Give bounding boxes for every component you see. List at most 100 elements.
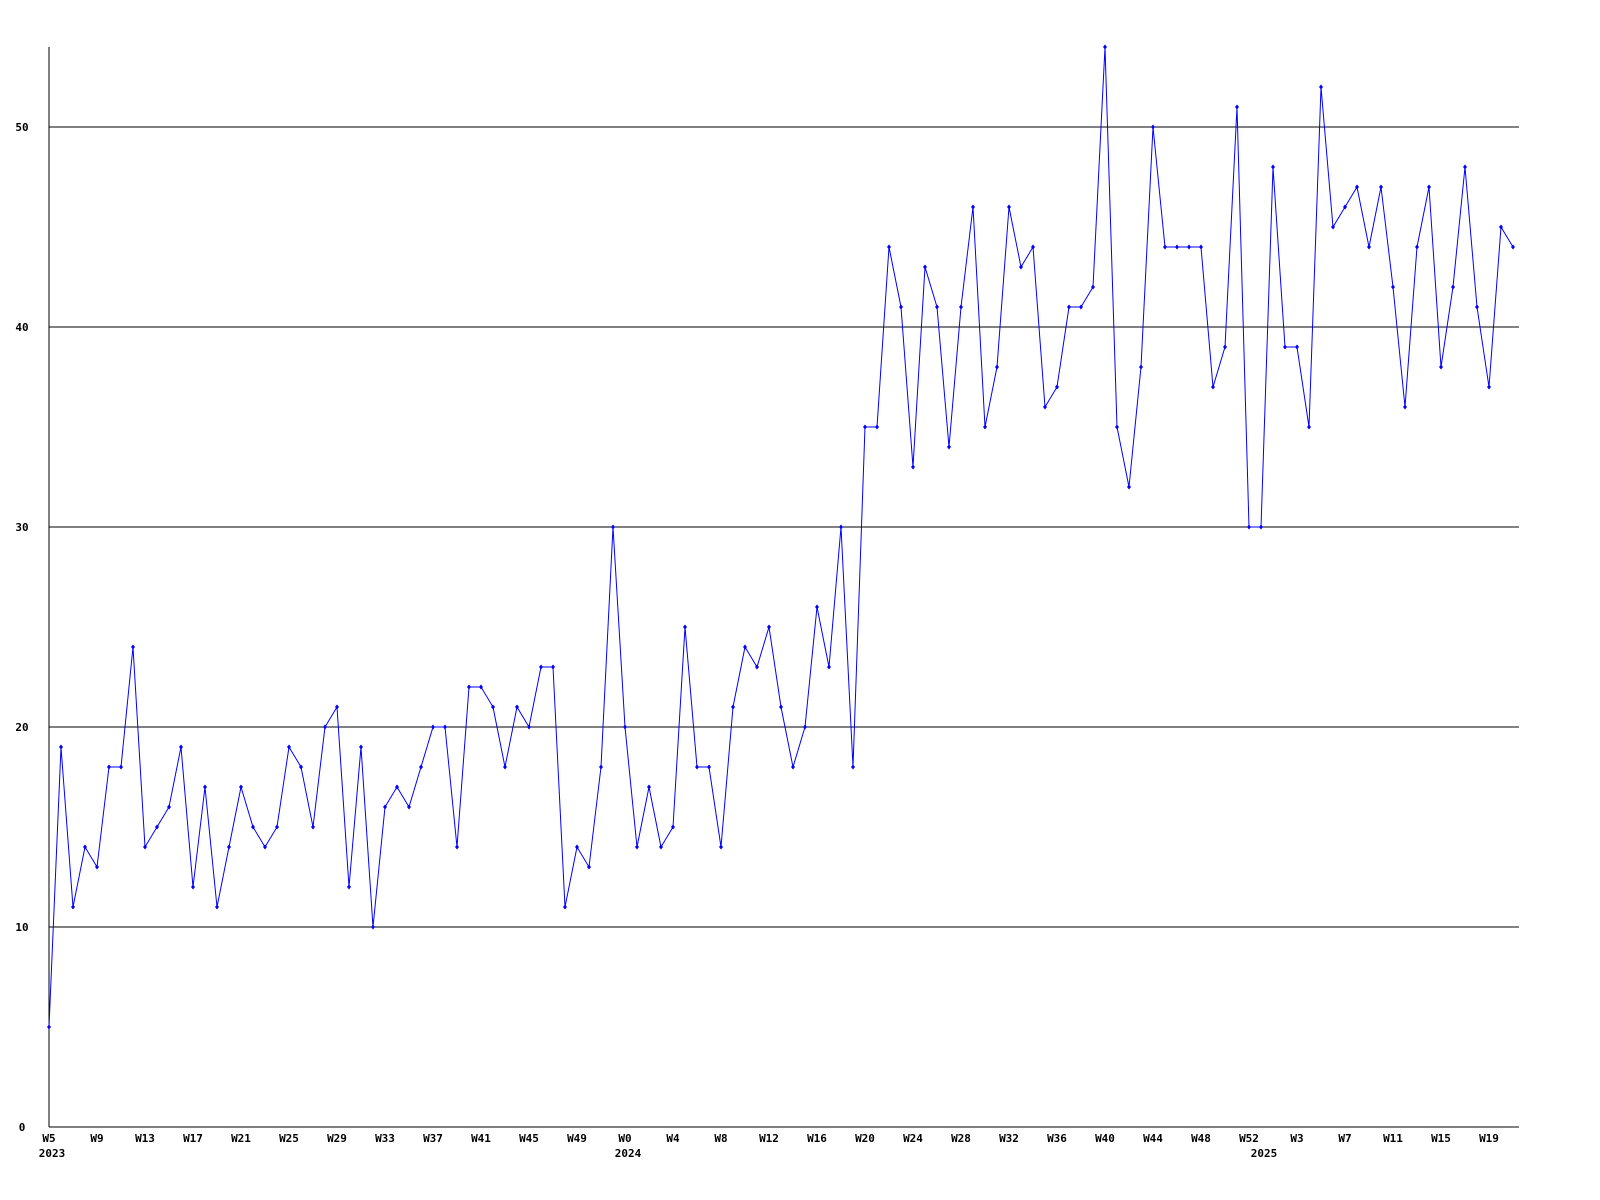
- data-point: [947, 444, 951, 450]
- x-tick-label: W25: [279, 1132, 299, 1145]
- data-point: [911, 464, 915, 470]
- data-point: [431, 724, 435, 730]
- data-point: [875, 424, 879, 430]
- data-point: [671, 824, 675, 830]
- data-point: [623, 724, 627, 730]
- data-point: [899, 304, 903, 310]
- data-point: [179, 744, 183, 750]
- data-point: [1391, 284, 1395, 290]
- x-tick-label: W0: [618, 1132, 631, 1145]
- data-point: [1223, 344, 1227, 350]
- data-point: [407, 804, 411, 810]
- data-point: [263, 844, 267, 850]
- data-point: [419, 764, 423, 770]
- data-point: [1091, 284, 1095, 290]
- data-point: [959, 304, 963, 310]
- x-tick-label: W33: [375, 1132, 395, 1145]
- x-tick-label: W32: [999, 1132, 1019, 1145]
- data-point: [1211, 384, 1215, 390]
- data-point: [707, 764, 711, 770]
- data-point: [491, 704, 495, 710]
- x-tick-label: W52: [1239, 1132, 1259, 1145]
- y-tick-label: 40: [15, 321, 28, 334]
- data-point: [815, 604, 819, 610]
- data-point: [1115, 424, 1119, 430]
- data-point: [719, 844, 723, 850]
- x-tick-label: W44: [1143, 1132, 1163, 1145]
- y-tick-label: 50: [15, 121, 28, 134]
- data-point: [119, 764, 123, 770]
- x-tick-label: W16: [807, 1132, 827, 1145]
- data-point: [191, 884, 195, 890]
- data-point: [167, 804, 171, 810]
- x-tick-label: W40: [1095, 1132, 1115, 1145]
- data-point: [1355, 184, 1359, 190]
- data-point: [1439, 364, 1443, 370]
- data-point: [1295, 344, 1299, 350]
- year-label: 2025: [1251, 1147, 1278, 1160]
- data-point: [1331, 224, 1335, 230]
- data-line: [48, 46, 1514, 1028]
- data-point: [107, 764, 111, 770]
- data-point: [923, 264, 927, 270]
- data-point: [1451, 284, 1455, 290]
- data-point: [251, 824, 255, 830]
- data-point: [515, 704, 519, 710]
- data-point: [1175, 244, 1179, 250]
- data-point: [71, 904, 75, 910]
- y-tick-label: 20: [15, 721, 28, 734]
- data-point: [467, 684, 471, 690]
- data-point: [59, 744, 63, 750]
- data-point: [311, 824, 315, 830]
- x-tick-label: W9: [90, 1132, 103, 1145]
- x-tick-label: W15: [1431, 1132, 1451, 1145]
- x-tick-label: W8: [714, 1132, 727, 1145]
- data-point: [851, 764, 855, 770]
- data-point: [767, 624, 771, 630]
- data-point: [1151, 124, 1155, 130]
- data-point: [1067, 304, 1071, 310]
- data-point: [1343, 204, 1347, 210]
- data-point: [1403, 404, 1407, 410]
- data-point: [743, 644, 747, 650]
- data-point: [323, 724, 327, 730]
- data-point: [1079, 304, 1083, 310]
- data-point: [335, 704, 339, 710]
- data-point: [1007, 204, 1011, 210]
- data-point: [971, 204, 975, 210]
- y-tick-label: 0: [19, 1121, 26, 1134]
- data-point: [383, 804, 387, 810]
- x-tick-label: W12: [759, 1132, 779, 1145]
- data-point: [935, 304, 939, 310]
- data-point: [1139, 364, 1143, 370]
- data-point: [1163, 244, 1167, 250]
- data-point: [275, 824, 279, 830]
- data-point: [455, 844, 459, 850]
- data-point: [611, 524, 615, 530]
- data-point: [1127, 484, 1131, 490]
- data-point: [1283, 344, 1287, 350]
- data-point: [371, 924, 375, 930]
- data-point: [131, 644, 135, 650]
- data-point: [1055, 384, 1059, 390]
- x-tick-label: W11: [1383, 1132, 1403, 1145]
- data-point: [755, 664, 759, 670]
- year-label: 2024: [615, 1147, 642, 1160]
- data-point: [1199, 244, 1203, 250]
- data-point: [731, 704, 735, 710]
- data-point: [1487, 384, 1491, 390]
- data-point: [563, 904, 567, 910]
- data-point: [1235, 104, 1239, 110]
- data-point: [1319, 84, 1323, 90]
- x-tick-label: W28: [951, 1132, 971, 1145]
- y-tick-label: 30: [15, 521, 28, 534]
- x-tick-label: W41: [471, 1132, 491, 1145]
- data-point: [215, 904, 219, 910]
- data-point: [1247, 524, 1251, 530]
- data-point: [1367, 244, 1371, 250]
- data-point: [791, 764, 795, 770]
- data-point: [1415, 244, 1419, 250]
- data-point: [1043, 404, 1047, 410]
- data-point: [827, 664, 831, 670]
